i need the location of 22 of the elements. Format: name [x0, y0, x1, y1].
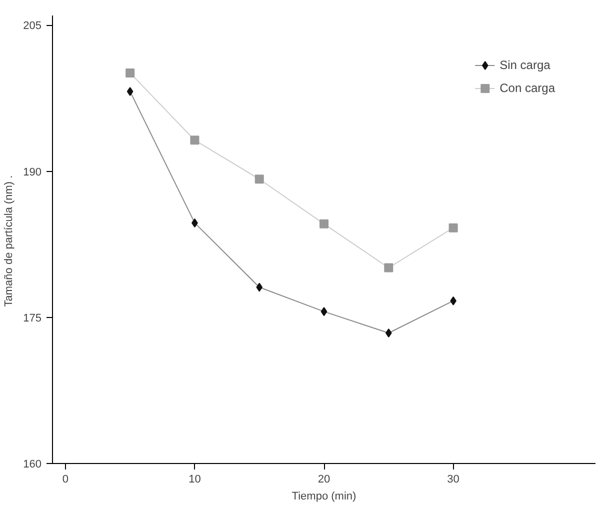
point: [126, 86, 134, 96]
point: [320, 307, 328, 316]
legend-label: Sin carga: [500, 58, 550, 72]
y-tick-label: 175: [23, 312, 42, 324]
y-tick-label: 190: [23, 166, 42, 178]
point: [256, 282, 263, 292]
y-axis-title: Tamaño de partícula (nm) .: [3, 175, 16, 307]
point: [126, 68, 135, 78]
legend-label: Con carga: [500, 81, 555, 95]
x-axis-title: Tiempo (min): [292, 490, 356, 502]
point: [385, 328, 392, 338]
x-tick-label: 20: [318, 474, 330, 486]
point: [190, 136, 200, 145]
y-tick-label: 205: [23, 20, 42, 32]
y-tick-label: 160: [23, 458, 42, 470]
point: [320, 219, 328, 228]
point: [254, 174, 264, 184]
point: [448, 223, 458, 232]
x-tick-label: 10: [188, 474, 201, 486]
x-tick-label: 30: [447, 474, 460, 486]
point: [384, 263, 394, 272]
x-tick-label: 0: [62, 474, 68, 486]
